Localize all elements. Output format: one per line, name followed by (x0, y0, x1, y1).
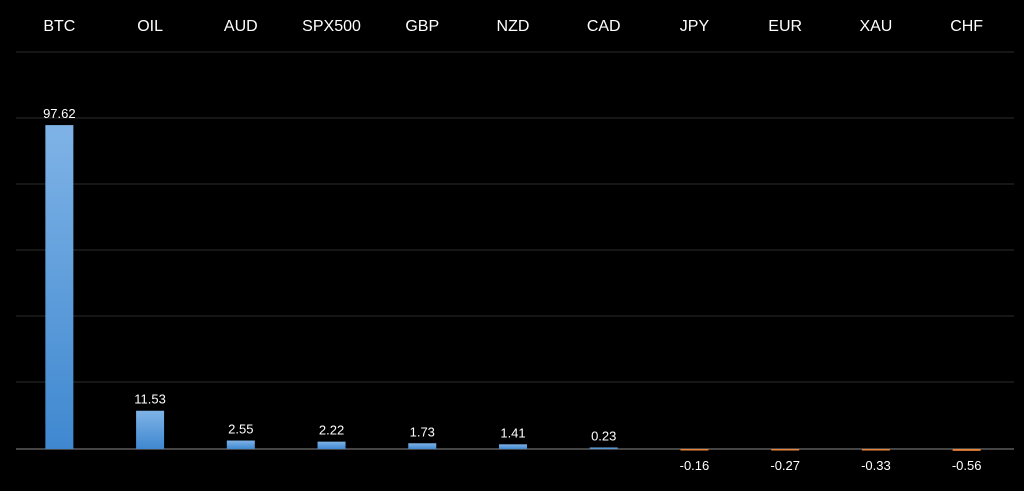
bar-oil[interactable] (136, 410, 165, 449)
category-label-jpy: JPY (680, 18, 710, 35)
bar-chf[interactable] (952, 449, 981, 451)
bar-cad[interactable] (589, 447, 618, 450)
category-label-chf: CHF (950, 18, 983, 35)
category-label-btc: BTC (43, 18, 75, 35)
data-label-jpy: -0.16 (680, 458, 710, 473)
data-label-oil: 11.53 (134, 392, 166, 407)
bar-xau[interactable] (861, 449, 890, 451)
data-label-chf: -0.56 (952, 458, 982, 473)
bar-eur[interactable] (771, 449, 800, 451)
data-labels: 97.62 11.53 2.55 2.22 1.73 1.41 0.23 -0.16 -0.27… (43, 106, 981, 473)
category-label-gbp: GBP (405, 18, 439, 35)
gridlines (16, 51, 1014, 450)
data-label-spx500: 2.22 (319, 423, 344, 438)
bar-jpy[interactable] (680, 449, 709, 451)
data-label-eur: -0.27 (770, 458, 800, 473)
bar-btc[interactable] (45, 125, 74, 450)
bar-nzd[interactable] (499, 444, 527, 449)
category-label-oil: OIL (137, 18, 163, 35)
data-label-xau: -0.33 (861, 458, 891, 473)
category-label-eur: EUR (768, 18, 802, 35)
category-label-xau: XAU (859, 18, 892, 35)
category-label-spx500: SPX500 (302, 18, 361, 35)
bar-spx500[interactable] (317, 441, 346, 449)
data-label-nzd: 1.41 (500, 425, 525, 440)
bar-aud[interactable] (226, 440, 255, 449)
data-label-cad: 0.23 (591, 429, 616, 444)
bar-gbp[interactable] (408, 443, 437, 449)
category-label-aud: AUD (224, 18, 258, 35)
bars (45, 125, 981, 451)
category-label-nzd: NZD (497, 18, 530, 35)
category-labels: BTC OIL AUD SPX500 GBP NZD CAD JPY EUR XAU CHF (43, 18, 983, 35)
data-label-btc: 97.62 (43, 106, 76, 121)
data-label-aud: 2.55 (228, 422, 253, 437)
category-label-cad: CAD (587, 18, 621, 35)
data-label-gbp: 1.73 (410, 424, 435, 439)
